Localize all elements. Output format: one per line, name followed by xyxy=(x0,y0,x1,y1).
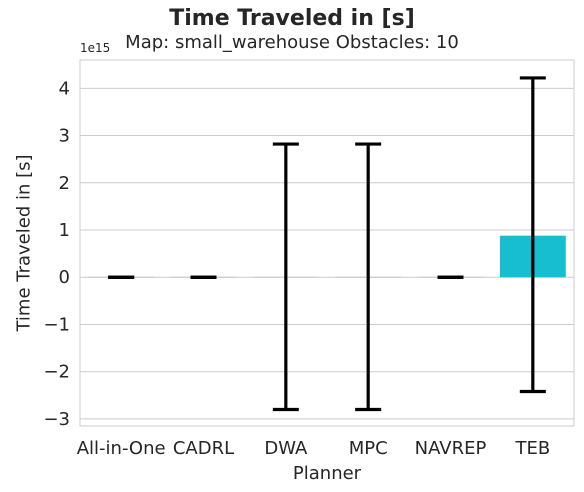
y-axis-label: Time Traveled in [s] xyxy=(14,154,35,332)
bar-layer xyxy=(88,235,566,278)
x-axis-label: Planner xyxy=(293,463,362,484)
y-tick-label: 1 xyxy=(59,220,70,241)
x-tick-label: NAVREP xyxy=(415,438,487,459)
axes-frame xyxy=(79,59,575,427)
y-tick-label: −2 xyxy=(43,362,70,383)
y-tick-label: 0 xyxy=(59,267,70,288)
x-tick-label: All-in-One xyxy=(77,438,166,459)
y-tick-label: 4 xyxy=(59,78,70,99)
x-tick-label: CADRL xyxy=(173,438,234,459)
x-tick-label: MPC xyxy=(349,438,388,459)
tick-layer: −3 −2 −1 0 1 2 3 4 All-in-One CADRL DWA MPC NAVREP TE… xyxy=(43,78,550,459)
x-tick-label: DWA xyxy=(264,438,308,459)
y-tick-label: 3 xyxy=(59,126,70,147)
errorbar-layer xyxy=(108,76,546,412)
x-tick-label: TEB xyxy=(514,438,550,459)
y-offset-label: 1e15 xyxy=(80,41,110,55)
y-tick-label: −1 xyxy=(43,314,70,335)
chart-title: Time Traveled in [s] xyxy=(169,6,415,31)
chart-subtitle: Map: small_warehouse Obstacles: 10 xyxy=(125,32,459,53)
y-tick-label: −3 xyxy=(43,409,70,430)
grid-layer xyxy=(80,87,574,420)
y-tick-label: 2 xyxy=(59,173,70,194)
